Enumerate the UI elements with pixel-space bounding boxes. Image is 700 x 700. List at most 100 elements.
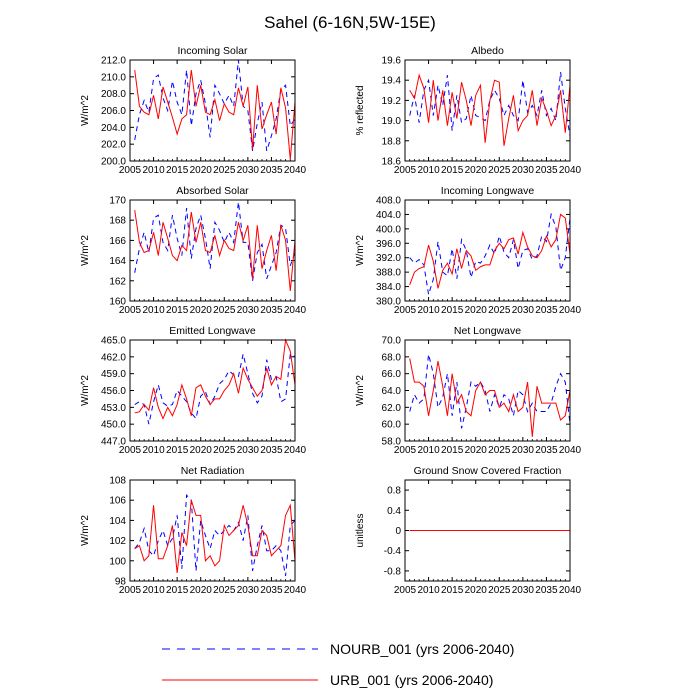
incoming-solar-ytick-label: 206.0 (101, 106, 126, 117)
incoming-solar-title: Incoming Solar (177, 45, 248, 57)
emitted-longwave-ytick-label: 453.0 (101, 403, 126, 414)
albedo-series-nourb-001 (409, 72, 571, 136)
albedo-ylabel: % reflected (355, 85, 366, 135)
absorbed-solar-ytick-label: 170 (109, 196, 126, 207)
incoming-solar-ylabel: W/m^2 (80, 95, 91, 126)
net-longwave-title: Net Longwave (454, 325, 521, 337)
ground-snow-covered-fraction-ytick-label: -0.4 (384, 546, 402, 557)
emitted-longwave-series-nourb-001 (134, 353, 296, 425)
panel-emitted-longwave: Emitted Longwave W/m^2 2005 2010 2015 2020 202… (80, 325, 307, 456)
absorbed-solar-ytick-label: 164 (109, 256, 126, 267)
albedo-xtick-label: 2010 (417, 165, 440, 176)
figure-title: Sahel (6-16N,5W-15E) (264, 13, 436, 32)
emitted-longwave-ytick-label: 447.0 (101, 437, 126, 448)
incoming-solar-series-nourb-001 (134, 59, 296, 152)
incoming-longwave-ylabel: W/m^2 (355, 235, 366, 266)
incoming-longwave-ytick-label: 400.0 (376, 224, 401, 235)
net-longwave-xtick-label: 2040 (559, 445, 582, 456)
net-radiation-xtick-label: 2010 (142, 585, 165, 596)
net-radiation-ytick-label: 98 (115, 577, 127, 588)
incoming-longwave-xtick-label: 2025 (488, 305, 511, 316)
incoming-longwave-series-nourb-001 (409, 212, 571, 295)
albedo-xtick-label: 2015 (441, 165, 464, 176)
net-longwave-xtick-label: 2030 (512, 445, 535, 456)
incoming-solar-xtick-label: 2025 (213, 165, 236, 176)
ground-snow-covered-fraction-xtick-label: 2010 (417, 585, 440, 596)
legend: NOURB_001 (yrs 2006-2040) URB_001 (yrs 2… (162, 641, 514, 688)
emitted-longwave-xtick-label: 2005 (119, 445, 142, 456)
incoming-longwave-ytick-label: 384.0 (376, 282, 401, 293)
net-radiation-xtick-label: 2005 (119, 585, 142, 596)
incoming-solar-xtick-label: 2015 (166, 165, 189, 176)
emitted-longwave-ytick-label: 450.0 (101, 420, 126, 431)
absorbed-solar-xtick-label: 2025 (213, 305, 236, 316)
incoming-solar-xtick-label: 2030 (237, 165, 260, 176)
incoming-solar-xtick-label: 2040 (284, 165, 307, 176)
panel-ground-snow-covered-fraction: Ground Snow Covered Fraction unitless 2005… (355, 465, 582, 596)
emitted-longwave-ylabel: W/m^2 (80, 375, 91, 406)
incoming-solar-xtick-label: 2035 (260, 165, 283, 176)
absorbed-solar-ytick-label: 168 (109, 216, 126, 227)
incoming-longwave-xtick-label: 2010 (417, 305, 440, 316)
ground-snow-covered-fraction-xtick-label: 2030 (512, 585, 535, 596)
incoming-longwave-xtick-label: 2030 (512, 305, 535, 316)
albedo-xtick-label: 2035 (535, 165, 558, 176)
absorbed-solar-ytick-label: 160 (109, 297, 126, 308)
incoming-solar-frame (129, 59, 296, 162)
ground-snow-covered-fraction-ytick-label: -0.8 (384, 566, 402, 577)
incoming-solar-xtick-label: 2005 (119, 165, 142, 176)
absorbed-solar-series-urb-001 (134, 210, 296, 291)
net-radiation-xtick-label: 2040 (284, 585, 307, 596)
incoming-longwave-xtick-label: 2020 (465, 305, 488, 316)
emitted-longwave-xtick-label: 2035 (260, 445, 283, 456)
incoming-longwave-xtick-label: 2040 (559, 305, 582, 316)
incoming-longwave-ytick-label: 392.0 (376, 253, 401, 264)
incoming-solar-xtick-label: 2020 (190, 165, 213, 176)
net-longwave-ytick-label: 60.0 (382, 420, 402, 431)
emitted-longwave-ytick-label: 462.0 (101, 352, 126, 363)
net-radiation-xtick-label: 2030 (237, 585, 260, 596)
net-radiation-ytick-label: 106 (109, 496, 126, 507)
incoming-solar-ytick-label: 212.0 (101, 56, 126, 67)
incoming-solar-ytick-label: 208.0 (101, 89, 126, 100)
absorbed-solar-ylabel: W/m^2 (80, 235, 91, 266)
ground-snow-covered-fraction-xtick-label: 2005 (394, 585, 417, 596)
net-longwave-xtick-label: 2020 (465, 445, 488, 456)
net-radiation-series-urb-001 (134, 500, 296, 573)
albedo-title: Albedo (471, 45, 504, 57)
net-radiation-ylabel: W/m^2 (80, 515, 91, 546)
ground-snow-covered-fraction-ytick-label: 0 (395, 526, 401, 537)
net-radiation-series-nourb-001 (134, 493, 296, 577)
ground-snow-covered-fraction-ylabel: unitless (355, 514, 366, 548)
ground-snow-covered-fraction-xtick-label: 2035 (535, 585, 558, 596)
absorbed-solar-ytick-label: 166 (109, 236, 126, 247)
incoming-longwave-ytick-label: 388.0 (376, 268, 401, 279)
ground-snow-covered-fraction-title: Ground Snow Covered Fraction (414, 465, 562, 477)
incoming-solar-xtick-label: 2010 (142, 165, 165, 176)
emitted-longwave-frame (129, 339, 296, 442)
net-longwave-frame (404, 339, 571, 442)
emitted-longwave-ytick-label: 465.0 (101, 336, 126, 347)
emitted-longwave-ytick-label: 459.0 (101, 369, 126, 380)
net-longwave-ylabel: W/m^2 (355, 375, 366, 406)
absorbed-solar-xtick-label: 2020 (190, 305, 213, 316)
incoming-longwave-ytick-label: 408.0 (376, 196, 401, 207)
incoming-longwave-series-urb-001 (409, 213, 571, 289)
absorbed-solar-xtick-label: 2040 (284, 305, 307, 316)
absorbed-solar-xtick-label: 2005 (119, 305, 142, 316)
net-radiation-title: Net Radiation (181, 465, 245, 477)
net-radiation-xtick-label: 2025 (213, 585, 236, 596)
incoming-solar-ytick-label: 204.0 (101, 123, 126, 134)
albedo-ytick-label: 18.8 (382, 136, 402, 147)
albedo-ytick-label: 19.6 (382, 56, 402, 67)
incoming-longwave-ytick-label: 404.0 (376, 210, 401, 221)
albedo-ytick-label: 19.0 (382, 116, 402, 127)
emitted-longwave-title: Emitted Longwave (169, 325, 256, 337)
albedo-frame (404, 59, 571, 162)
net-radiation-ytick-label: 100 (109, 556, 126, 567)
net-radiation-ytick-label: 102 (109, 536, 126, 547)
albedo-series-urb-001 (409, 73, 571, 146)
